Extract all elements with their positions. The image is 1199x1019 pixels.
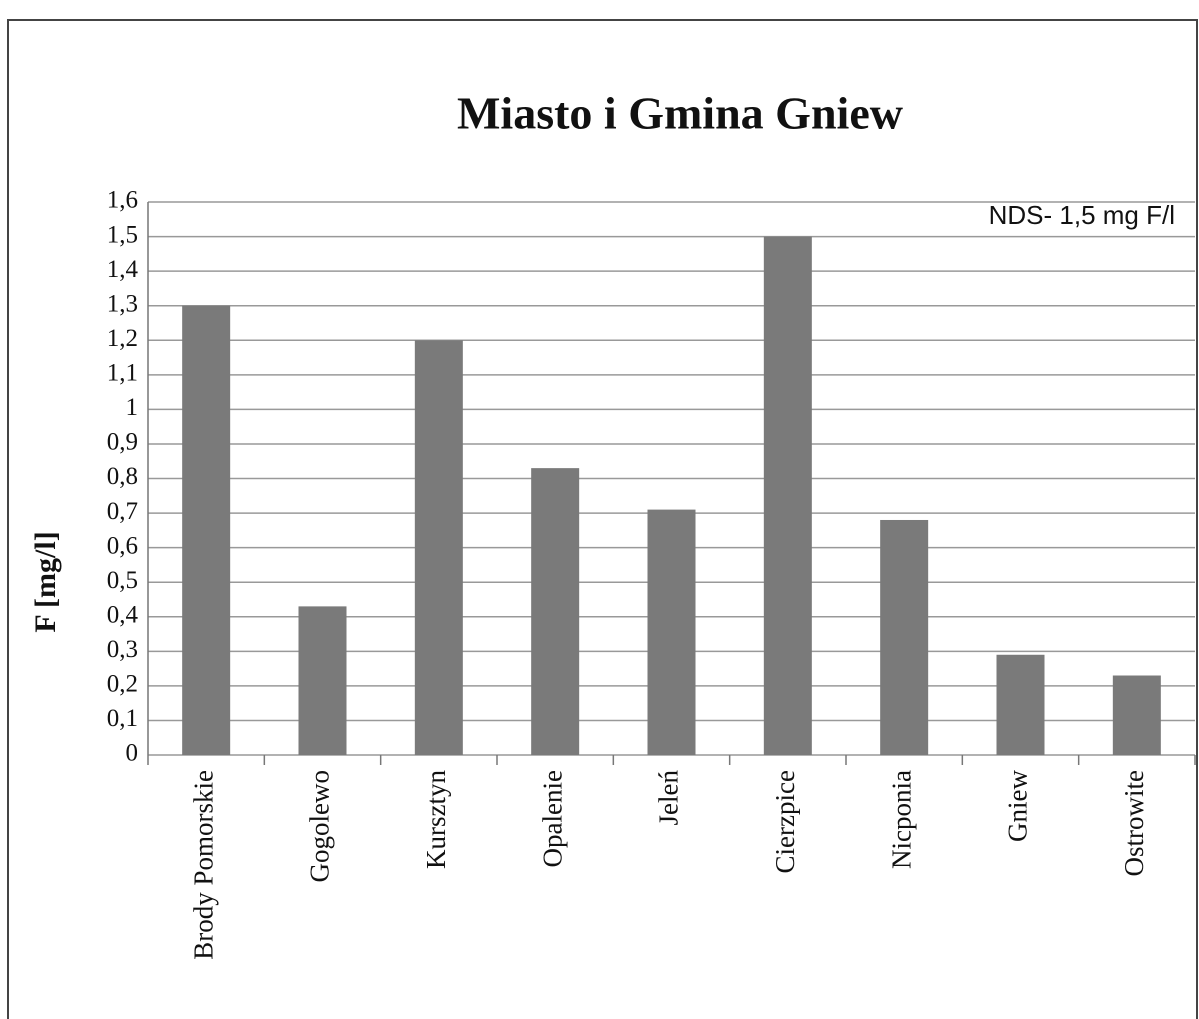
y-tick-label: 1,2	[107, 325, 138, 352]
y-tick-label: 0,1	[107, 705, 138, 732]
x-tick-label: Opalenie	[537, 770, 567, 867]
x-tick-label: Nicponia	[886, 770, 916, 869]
y-tick-label: 1,3	[107, 290, 138, 317]
bar	[880, 519, 929, 755]
y-tick-label: 0,6	[107, 532, 138, 559]
y-tick-label: 1,4	[107, 256, 139, 283]
bar	[647, 509, 696, 755]
bar	[182, 305, 231, 755]
y-tick-label: 0,4	[107, 601, 139, 628]
x-tick-label: Brody Pomorskie	[188, 770, 218, 960]
y-tick-label: 0	[126, 740, 139, 767]
y-tick-label: 1	[126, 394, 139, 421]
chart-title: Miasto i Gmina Gniew	[457, 88, 903, 139]
annotation: NDS- 1,5 mg F/l	[989, 200, 1175, 230]
y-tick-label: 0,7	[107, 498, 138, 525]
y-tick-label: 0,8	[107, 463, 138, 490]
y-tick-label: 0,5	[107, 567, 138, 594]
x-tick-label: Kursztyn	[421, 770, 451, 869]
x-tick-label: Jeleń	[654, 770, 684, 826]
bar	[1112, 675, 1161, 755]
y-tick-label: 1,1	[107, 360, 138, 387]
bar	[996, 654, 1045, 755]
y-tick-label: 0,3	[107, 636, 138, 663]
y-tick-label: 0,9	[107, 429, 138, 456]
y-tick-label: 1,6	[107, 187, 138, 214]
y-tick-label: 1,5	[107, 221, 138, 248]
bar	[763, 236, 812, 755]
bar	[414, 340, 463, 755]
bar	[298, 606, 347, 755]
x-tick-label: Cierzpice	[770, 770, 800, 873]
y-tick-label: 0,2	[107, 671, 138, 698]
x-tick-label: Ostrowite	[1119, 770, 1149, 877]
x-tick-label: Gogolewo	[305, 770, 335, 882]
x-tick-label: Gniew	[1003, 770, 1033, 842]
y-axis-label: F [mg/l]	[29, 531, 62, 632]
bar	[531, 468, 580, 755]
